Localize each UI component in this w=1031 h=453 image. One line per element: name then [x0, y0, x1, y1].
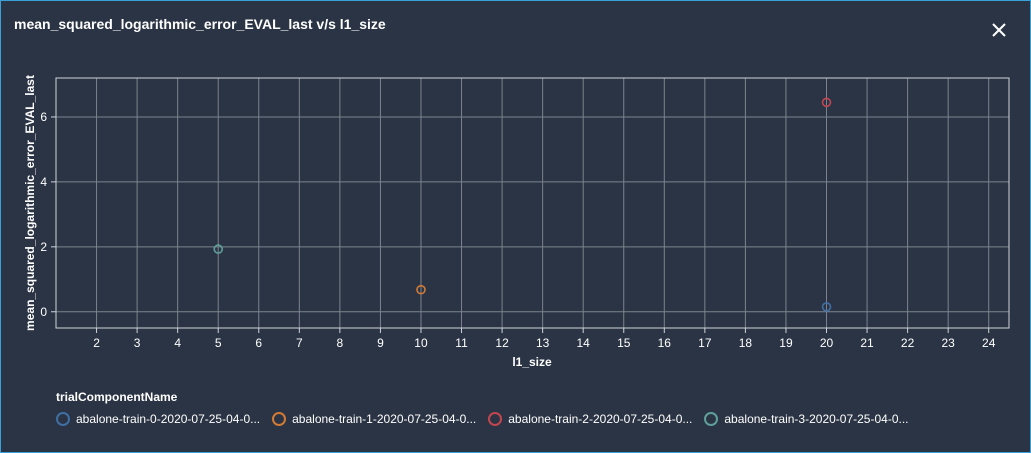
legend-item-label: abalone-train-1-2020-07-25-04-0...: [292, 412, 477, 426]
x-tick-label: 15: [617, 336, 631, 350]
scatter-chart: 2 3 4 5 6 7 8 9 10 11 12 13 14 15 16 17 18 19 20 21 22 23 24 0…: [23, 75, 1010, 369]
x-axis-ticks: 2 3 4 5 6 7 8 9 10 11 12 13 14 15 16 17 18 19 20 21 22 23 24: [93, 328, 996, 350]
y-tick-label: 4: [40, 175, 47, 189]
legend-title: trialComponentName: [56, 390, 178, 404]
x-axis-label: l1_size: [512, 355, 552, 369]
legend-swatch-icon: [56, 412, 70, 426]
x-tick-label: 24: [982, 336, 996, 350]
data-point[interactable]: [821, 302, 832, 312]
legend-item-label: abalone-train-3-2020-07-25-04-0...: [724, 412, 909, 426]
y-tick-label: 6: [40, 110, 47, 124]
grid-lines: [56, 78, 1009, 328]
x-tick-label: 9: [377, 336, 384, 350]
y-axis-ticks: 0 2 4 6: [40, 110, 56, 319]
x-tick-label: 2: [93, 336, 100, 350]
x-tick-label: 21: [860, 336, 874, 350]
y-tick-label: 0: [40, 305, 47, 319]
legend-swatch-icon: [272, 412, 287, 426]
plot-frame: [55, 77, 1010, 329]
legend-item[interactable]: abalone-train-1-2020-07-25-04-0...: [272, 412, 476, 426]
data-points: [213, 97, 832, 312]
legend-item[interactable]: abalone-train-3-2020-07-25-04-0...: [704, 412, 909, 426]
x-tick-label: 8: [337, 336, 344, 350]
data-point[interactable]: [821, 97, 832, 108]
x-tick-label: 19: [779, 336, 793, 350]
x-tick-label: 16: [658, 336, 672, 350]
y-axis-label: mean_squared_logarithmic_error_EVAL_last: [23, 75, 37, 331]
data-point[interactable]: [213, 244, 224, 254]
x-tick-label: 13: [536, 336, 550, 350]
data-point[interactable]: [416, 284, 426, 295]
x-tick-label: 6: [255, 336, 262, 350]
x-tick-label: 22: [901, 336, 915, 350]
x-tick-label: 10: [414, 336, 428, 350]
x-tick-label: 14: [577, 336, 591, 350]
legend: abalone-train-0-2020-07-25-04-0... abalo…: [56, 410, 921, 428]
legend-item-label: abalone-train-0-2020-07-25-04-0...: [76, 412, 261, 426]
x-tick-label: 17: [698, 336, 712, 350]
legend-swatch-icon: [704, 412, 719, 426]
legend-item[interactable]: abalone-train-0-2020-07-25-04-0...: [56, 412, 260, 426]
x-tick-label: 5: [215, 336, 222, 350]
legend-item[interactable]: abalone-train-2-2020-07-25-04-0...: [488, 412, 692, 426]
x-tick-label: 12: [495, 336, 509, 350]
legend-item-label: abalone-train-2-2020-07-25-04-0...: [508, 412, 693, 426]
x-tick-label: 7: [296, 336, 303, 350]
x-tick-label: 18: [739, 336, 753, 350]
chart-title: mean_squared_logarithmic_error_EVAL_last…: [14, 16, 386, 32]
x-tick-label: 3: [134, 336, 141, 350]
x-tick-label: 20: [820, 336, 834, 350]
x-tick-label: 4: [174, 336, 181, 350]
close-icon[interactable]: [988, 19, 1010, 41]
x-tick-label: 11: [455, 336, 468, 350]
legend-swatch-icon: [488, 412, 503, 426]
x-tick-label: 23: [941, 336, 955, 350]
y-tick-label: 2: [40, 240, 47, 254]
